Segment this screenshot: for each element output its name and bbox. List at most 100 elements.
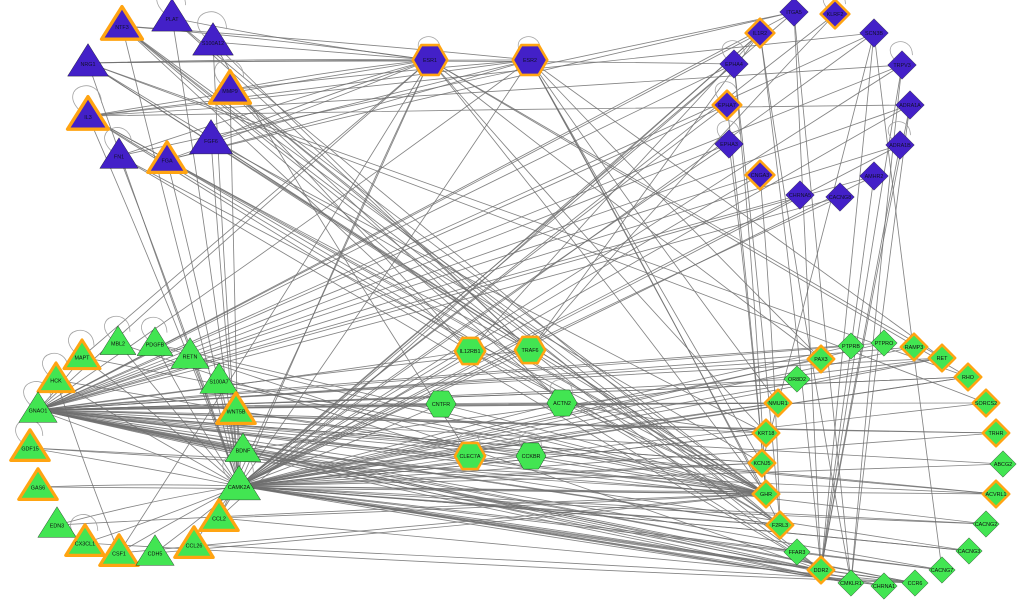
node-shape-hexagon[interactable] — [513, 335, 547, 365]
graph-node-trhr[interactable]: TRHR — [981, 418, 1011, 448]
graph-node-sorcs2[interactable]: SORCS2 — [971, 388, 1001, 418]
node-shape-diamond[interactable] — [765, 510, 795, 540]
node-shape-diamond[interactable] — [859, 18, 889, 48]
node-shape-diamond[interactable] — [806, 555, 836, 585]
graph-node-trpv3[interactable]: TRPV3 — [887, 50, 917, 80]
node-shape-hexagon[interactable] — [453, 336, 487, 366]
graph-node-chrna1[interactable]: CHRNA1 — [870, 572, 898, 600]
node-shape-triangle[interactable] — [99, 325, 137, 355]
node-shape-triangle[interactable] — [199, 362, 239, 394]
node-shape-triangle[interactable] — [170, 337, 210, 369]
node-shape-diamond[interactable] — [928, 556, 956, 584]
graph-node-il1r2[interactable]: IL1R2 — [744, 17, 776, 49]
graph-node-csf1[interactable]: CSF1 — [98, 533, 140, 567]
graph-node-krt18[interactable]: KRT18 — [751, 418, 781, 448]
graph-node-cacng7[interactable]: CACNG7 — [928, 556, 956, 584]
graph-node-cacng3[interactable]: CACNG3 — [955, 537, 983, 565]
node-shape-triangle[interactable] — [62, 338, 102, 371]
node-shape-hexagon[interactable] — [411, 43, 449, 77]
graph-node-ramp3[interactable]: RAMP3 — [899, 332, 929, 362]
node-shape-triangle[interactable] — [36, 361, 76, 394]
node-shape-triangle[interactable] — [215, 391, 257, 425]
graph-node-esr1[interactable]: ESR1 — [411, 43, 449, 77]
node-shape-diamond[interactable] — [981, 418, 1011, 448]
nodes-layer[interactable]: NTF3PLATS100A12NRG1MMP9IL3FGF6FN1FGAESR1… — [9, 0, 1017, 600]
node-shape-diamond[interactable] — [747, 448, 777, 478]
node-shape-triangle[interactable] — [99, 137, 139, 169]
graph-node-edn3[interactable]: EDN3 — [37, 506, 77, 538]
node-shape-diamond[interactable] — [819, 0, 851, 30]
node-shape-diamond[interactable] — [895, 90, 925, 120]
graph-node-fgf6[interactable]: FGF6 — [189, 119, 233, 155]
node-shape-hexagon[interactable] — [425, 390, 457, 418]
node-shape-triangle[interactable] — [67, 43, 109, 77]
node-shape-diamond[interactable] — [859, 161, 889, 191]
node-shape-triangle[interactable] — [173, 525, 215, 559]
node-shape-diamond[interactable] — [955, 537, 983, 565]
graph-node-itga5[interactable]: ITGA5 — [779, 0, 809, 27]
node-shape-diamond[interactable] — [901, 569, 929, 597]
node-shape-diamond[interactable] — [972, 510, 1000, 538]
graph-node-il12rb1[interactable]: IL12RB1 — [453, 336, 487, 366]
graph-node-cacng2[interactable]: CACNG2 — [972, 510, 1000, 538]
node-shape-triangle[interactable] — [37, 506, 77, 538]
node-shape-diamond[interactable] — [763, 388, 793, 418]
node-shape-hexagon[interactable] — [515, 442, 547, 470]
node-shape-hexagon[interactable] — [511, 43, 549, 77]
graph-node-amhr2[interactable]: AMHR2 — [859, 161, 889, 191]
node-shape-triangle[interactable] — [17, 467, 59, 501]
node-shape-triangle[interactable] — [64, 523, 106, 557]
node-shape-diamond[interactable] — [953, 362, 983, 392]
node-shape-diamond[interactable] — [887, 50, 917, 80]
node-shape-diamond[interactable] — [927, 343, 957, 373]
graph-node-rho[interactable]: RHO — [953, 362, 983, 392]
node-shape-diamond[interactable] — [751, 479, 781, 509]
node-shape-triangle[interactable] — [18, 391, 58, 423]
graph-node-clec7a[interactable]: CLEC7A — [453, 441, 487, 471]
graph-node-epha3[interactable]: EPHA3 — [714, 129, 744, 159]
node-shape-triangle[interactable] — [189, 119, 233, 155]
node-shape-diamond[interactable] — [783, 538, 811, 566]
node-shape-diamond[interactable] — [751, 418, 781, 448]
graph-node-ghr[interactable]: GHR — [751, 479, 781, 509]
graph-node-cmklr1[interactable]: CMKLR1 — [837, 569, 865, 597]
graph-node-traf6[interactable]: TRAF6 — [513, 335, 547, 365]
node-shape-diamond[interactable] — [714, 129, 744, 159]
node-shape-triangle[interactable] — [135, 534, 175, 566]
node-shape-diamond[interactable] — [719, 49, 749, 79]
node-shape-diamond[interactable] — [779, 0, 809, 27]
node-shape-diamond[interactable] — [837, 569, 865, 597]
node-shape-diamond[interactable] — [981, 479, 1011, 509]
node-shape-diamond[interactable] — [785, 180, 815, 210]
node-shape-diamond[interactable] — [989, 450, 1017, 478]
node-shape-triangle[interactable] — [217, 465, 261, 501]
node-shape-triangle[interactable] — [207, 68, 253, 105]
node-shape-diamond[interactable] — [885, 130, 915, 160]
node-shape-triangle[interactable] — [98, 533, 140, 567]
graph-node-cdh5[interactable]: CDH5 — [135, 534, 175, 566]
graph-node-acvrl1[interactable]: ACVRL1 — [981, 479, 1011, 509]
node-shape-triangle[interactable] — [146, 140, 188, 174]
graph-node-esr2[interactable]: ESR2 — [511, 43, 549, 77]
node-shape-triangle[interactable] — [65, 94, 111, 131]
graph-node-scn3b[interactable]: SCN3B — [859, 18, 889, 48]
node-shape-diamond[interactable] — [744, 17, 776, 49]
node-shape-triangle[interactable] — [192, 22, 234, 56]
node-shape-diamond[interactable] — [783, 365, 811, 393]
graph-node-adra1a[interactable]: ADRA1A — [895, 90, 925, 120]
graph-node-nmur1[interactable]: NMUR1 — [763, 388, 793, 418]
node-shape-triangle[interactable] — [136, 326, 174, 356]
graph-node-gas6[interactable]: GAS6 — [17, 467, 59, 501]
graph-node-retn[interactable]: RETN — [170, 337, 210, 369]
graph-node-ntf3[interactable]: NTF3 — [99, 4, 145, 41]
node-shape-triangle[interactable] — [198, 498, 240, 532]
node-shape-diamond[interactable] — [825, 182, 855, 212]
node-shape-diamond[interactable] — [870, 572, 898, 600]
node-shape-diamond[interactable] — [806, 344, 836, 374]
node-shape-triangle[interactable] — [99, 4, 145, 41]
graph-node-abcg2[interactable]: ABCG2 — [989, 450, 1017, 478]
node-shape-hexagon[interactable] — [546, 389, 578, 417]
node-shape-diamond[interactable] — [837, 332, 865, 360]
